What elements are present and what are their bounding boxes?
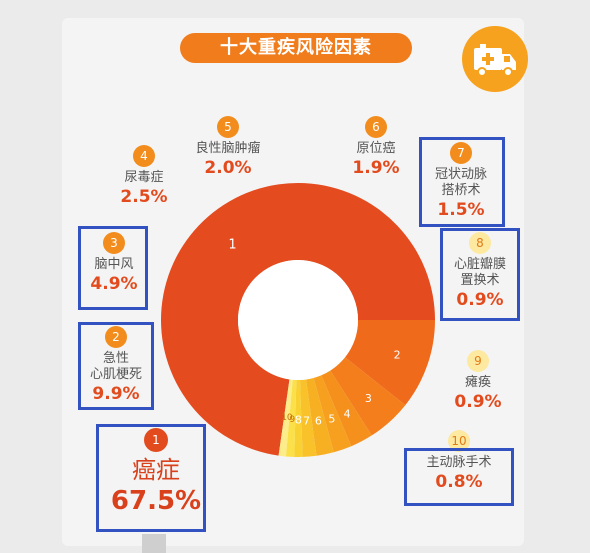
label-number: 3	[103, 232, 125, 254]
slice-number-8: 8	[295, 413, 302, 426]
label-name: 急性 心肌梗死	[89, 351, 142, 382]
label-8: 8 心脏瓣膜 置换术 0.9%	[440, 232, 520, 311]
donut-slice-1	[161, 183, 435, 456]
highlight-box-10	[404, 448, 514, 506]
slice-number-9: 9	[289, 415, 295, 425]
label-percent: 0.9%	[454, 392, 502, 412]
label-percent: 4.9%	[90, 274, 138, 294]
donut-slice-10	[278, 379, 293, 457]
label-1: 1 癌症 67.5%	[104, 428, 208, 517]
highlight-box-3	[78, 226, 148, 310]
slice-number-1: 1	[228, 237, 236, 252]
label-number: 5	[217, 116, 239, 138]
donut-slice-2	[345, 320, 435, 406]
label-name: 主动脉手术	[426, 455, 492, 470]
donut-slice-9	[285, 379, 297, 457]
label-name: 良性脑肿瘤	[195, 141, 261, 156]
label-7: 7 冠状动脉 搭桥术 1.5%	[418, 142, 504, 221]
label-number: 9	[467, 350, 489, 372]
highlight-box-7	[419, 137, 505, 227]
label-9: 9 瘫痪 0.9%	[446, 350, 510, 413]
chart-title: 十大重疾风险因素	[180, 33, 412, 63]
slice-number-5: 5	[328, 412, 335, 425]
label-name: 脑中风	[94, 257, 134, 272]
slice-number-7: 7	[303, 415, 310, 428]
ambulance-icon	[462, 26, 528, 92]
label-name: 尿毒症	[124, 170, 164, 185]
slice-number-3: 3	[365, 392, 372, 405]
label-name: 癌症	[132, 456, 180, 484]
label-10: 10 主动脉手术 0.8%	[404, 430, 514, 493]
slice-number-2: 2	[394, 349, 401, 362]
label-number: 7	[450, 142, 472, 164]
label-percent: 1.9%	[352, 158, 400, 178]
slice-number-4: 4	[344, 407, 351, 420]
label-name: 瘫痪	[464, 375, 491, 390]
label-number: 10	[448, 430, 470, 452]
slice-number-10: 10	[281, 413, 293, 423]
slice-number-6: 6	[315, 414, 322, 427]
label-6: 6 原位癌 1.9%	[344, 116, 408, 179]
stand-base	[142, 534, 166, 553]
label-4: 4 尿毒症 2.5%	[108, 145, 180, 208]
label-percent: 9.9%	[92, 384, 140, 404]
highlight-box-1	[96, 424, 206, 532]
label-percent: 2.0%	[204, 158, 252, 178]
donut-slice-6	[306, 377, 334, 456]
donut-slice-7	[300, 379, 317, 457]
highlight-box-8	[440, 228, 520, 321]
label-2: 2 急性 心肌梗死 9.9%	[80, 326, 152, 405]
label-percent: 2.5%	[120, 187, 168, 207]
highlight-box-2	[78, 322, 154, 410]
label-number: 2	[105, 326, 127, 348]
label-number: 1	[144, 428, 168, 452]
donut-slice-8	[294, 379, 303, 458]
label-5: 5 良性脑肿瘤 2.0%	[180, 116, 276, 179]
label-percent: 0.9%	[456, 290, 504, 310]
label-name: 心脏瓣膜 置换术	[453, 257, 506, 288]
donut-slice-3	[330, 357, 406, 436]
label-number: 4	[133, 145, 155, 167]
label-percent: 67.5%	[110, 486, 202, 516]
label-percent: 1.5%	[437, 200, 485, 220]
donut-hole	[238, 260, 358, 380]
donut-slice-4	[321, 370, 372, 447]
label-name: 冠状动脉 搭桥术	[434, 167, 487, 198]
label-name: 原位癌	[356, 141, 396, 156]
donut-slice-5	[313, 375, 352, 453]
label-3: 3 脑中风 4.9%	[80, 232, 148, 295]
label-percent: 0.8%	[435, 472, 483, 492]
label-number: 8	[469, 232, 491, 254]
label-number: 6	[365, 116, 387, 138]
